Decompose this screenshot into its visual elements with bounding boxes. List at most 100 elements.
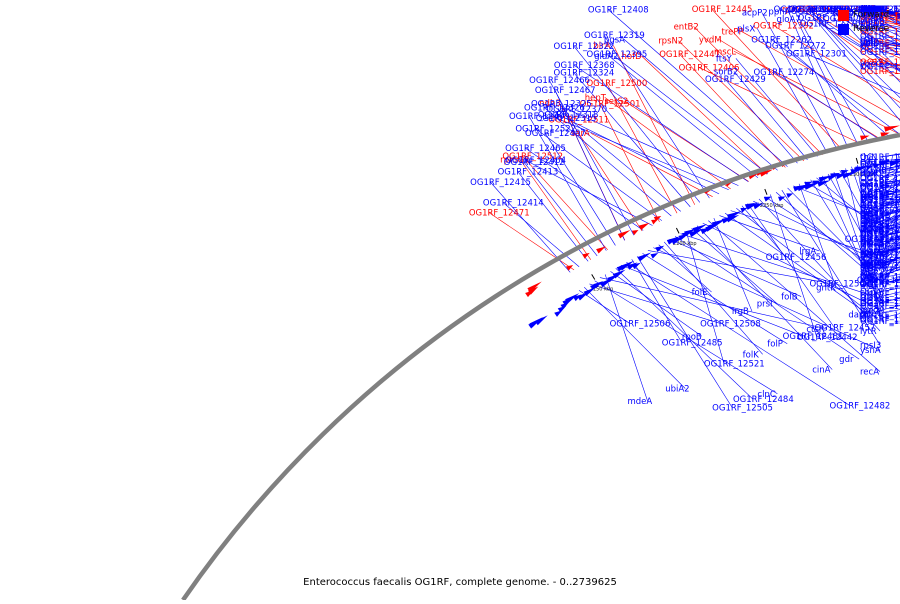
gene-label[interactable]: dps	[860, 216, 876, 226]
gene-label[interactable]: folK	[743, 350, 760, 360]
gene-label[interactable]: phoB	[860, 5, 882, 15]
gene-label[interactable]: thiI	[860, 37, 874, 47]
gene-label[interactable]: serS2	[604, 97, 628, 107]
gene-label[interactable]: rpmB2	[782, 5, 810, 15]
gene-label[interactable]: traC2	[860, 5, 883, 15]
gene-label[interactable]: OG1RF_12318	[538, 110, 599, 120]
gene-label[interactable]: mscL	[714, 47, 736, 57]
gene-label[interactable]: tpx	[860, 260, 874, 270]
gene-label[interactable]: mutS2	[860, 5, 888, 15]
gene-label[interactable]: recA	[860, 368, 879, 378]
gene-label[interactable]: OG1RF_12319	[584, 31, 645, 41]
gene-label[interactable]: OG1RF_12499	[860, 238, 900, 248]
gene-label[interactable]: OG1RF_12208	[860, 5, 900, 15]
gene-label[interactable]: OG1RF_12270	[800, 20, 861, 30]
gene-label[interactable]: OG1RF_12451	[860, 32, 900, 42]
gene-label[interactable]: OG1RF_12259	[860, 230, 900, 240]
gene-label[interactable]: mreD	[860, 238, 884, 248]
gene-label[interactable]: rpoZ	[860, 248, 880, 258]
gene-label[interactable]: OG1RF_12326	[524, 103, 585, 113]
gene-label[interactable]: OG1RF_12465	[505, 144, 566, 154]
gene-label[interactable]: folE	[692, 288, 708, 298]
gene-label[interactable]: birA	[593, 41, 610, 51]
gene-label[interactable]: OG1RF_12310	[860, 5, 900, 15]
gene-label[interactable]: ndh3	[539, 99, 561, 109]
gene-label[interactable]: rpe2	[860, 306, 880, 316]
gene-label[interactable]: OG1RF_12353	[860, 291, 900, 301]
gene-label[interactable]: OG1RF_12370	[546, 105, 607, 115]
gene-label[interactable]: sorA	[860, 248, 879, 258]
gene-label[interactable]: srtA	[860, 5, 877, 15]
gene-label[interactable]: hepT	[585, 93, 607, 103]
gene-label[interactable]: ubiD2	[860, 19, 885, 29]
gene-label[interactable]: OG1RF_12404	[860, 204, 900, 214]
gene-label[interactable]: OG1RF_12447	[860, 317, 900, 327]
gene-label[interactable]: OG1RF_12449	[860, 159, 900, 169]
gene-label[interactable]: OG1RF_12485	[662, 339, 723, 349]
gene-label[interactable]: OG1RF_12363	[860, 259, 900, 269]
gene-label[interactable]: OG1RF_12303	[860, 184, 900, 194]
gene-label[interactable]: sorD	[860, 248, 880, 258]
gene-label[interactable]: OG1RF_12242	[820, 5, 881, 15]
gene-label[interactable]: def2	[860, 209, 879, 219]
gene-label[interactable]: OG1RF_12457	[814, 324, 875, 334]
gene-label[interactable]: OG1RF_12377	[860, 252, 900, 262]
gene-label[interactable]: OG1RF_12301	[786, 50, 847, 60]
gene-label[interactable]: gloA7	[777, 15, 801, 25]
gene-label[interactable]: valS	[860, 200, 878, 210]
gene-label[interactable]: rpsI3	[860, 341, 881, 351]
gene-label[interactable]: prsI	[757, 299, 773, 309]
gene-label[interactable]: lytR	[860, 327, 877, 337]
gene-label[interactable]: OG1RF_12272	[765, 42, 826, 52]
gene-label[interactable]: lytS	[860, 266, 876, 276]
gene-label[interactable]: asp2	[860, 258, 880, 268]
gene-label[interactable]: pepA2	[860, 250, 887, 260]
gene-label[interactable]: OG1RF_12430	[860, 261, 900, 271]
gene-label[interactable]: thiN	[860, 153, 877, 163]
gene-label[interactable]: rpoC	[860, 221, 880, 231]
gene-label[interactable]: OG1RF_12448	[860, 264, 900, 274]
gene-label[interactable]: OG1RF_12444	[860, 230, 900, 240]
gene-label[interactable]: rbsK	[860, 170, 879, 180]
gene-label[interactable]: OG1RF_12394	[860, 298, 900, 308]
gene-label[interactable]: OG1RF_12269	[823, 15, 884, 25]
gene-label[interactable]: OG1RF_12251	[787, 6, 848, 16]
gene-label[interactable]: lrgA	[799, 247, 816, 257]
gene-label[interactable]: OG1RF_12274	[753, 68, 814, 78]
gene-label[interactable]: OG1RF_12264	[860, 280, 900, 290]
gene-label[interactable]: plsX	[737, 24, 755, 34]
gene-label[interactable]: ptsB	[860, 5, 879, 15]
gene-label[interactable]: fdrA	[860, 21, 878, 31]
gene-label[interactable]: mnaA	[860, 5, 885, 15]
gene-label[interactable]: OG1RF_12395	[587, 50, 648, 60]
gene-label[interactable]: truA2	[860, 202, 883, 212]
gene-label[interactable]: OG1RF_12313	[860, 233, 900, 243]
gene-label[interactable]: yugI	[860, 39, 878, 49]
gene-label[interactable]: OG1RF_12436	[860, 224, 900, 234]
gene-label[interactable]: acpP2	[742, 8, 768, 18]
gene-label[interactable]: nadD	[860, 5, 883, 15]
gene-label[interactable]: ctsR	[806, 325, 824, 335]
gene-label[interactable]: OG1RF_12378	[860, 229, 900, 239]
gene-label[interactable]: vfkJ	[860, 10, 875, 20]
gene-label[interactable]: pgsA	[604, 35, 625, 45]
gene-label[interactable]: OG1RF_12273	[860, 10, 900, 20]
gene-label[interactable]: msrB	[860, 252, 882, 262]
gene-label[interactable]: OG1RF_12330	[860, 273, 900, 283]
gene-label[interactable]: OG1RF_12299	[860, 62, 900, 72]
gene-label[interactable]: OG1RF_12230	[860, 58, 900, 68]
gene-label[interactable]: OG1RF_12324	[554, 68, 615, 78]
gene-label[interactable]: OG1RF_12325	[531, 100, 592, 110]
gene-label[interactable]: OG1RF_12355	[860, 27, 900, 37]
gene-label[interactable]: OG1RF_12263	[844, 5, 900, 15]
gene-label[interactable]: OG1RF_12292	[860, 5, 900, 15]
gene-label[interactable]: OG1RF_12464	[505, 156, 566, 166]
gene-label[interactable]: arsR	[860, 268, 879, 278]
gene-label[interactable]: OG1RF_12260	[860, 224, 900, 234]
gene-label[interactable]: OG1RF_12241	[860, 17, 900, 27]
gene-label[interactable]: OG1RF_12392	[753, 21, 814, 31]
gene-label[interactable]: uxuA	[860, 217, 882, 227]
gene-label[interactable]: OG1RF_12289	[860, 6, 900, 16]
gene-label[interactable]: aadK	[860, 5, 882, 15]
gene-label[interactable]: liaS	[860, 11, 875, 21]
